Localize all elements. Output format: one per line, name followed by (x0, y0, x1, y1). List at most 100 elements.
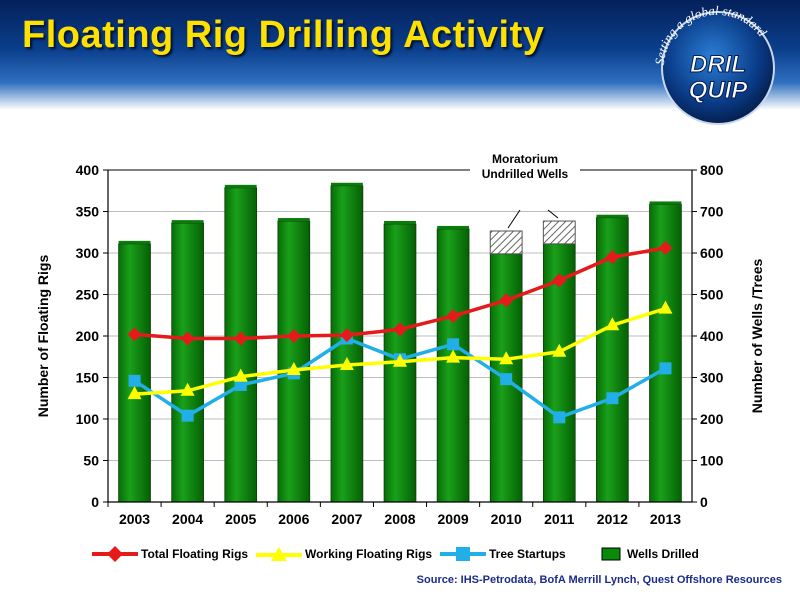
y2-tick-label: 500 (700, 287, 724, 303)
y2-tick-label: 100 (700, 453, 724, 469)
bar-top-edge (596, 214, 629, 218)
point-tree-startups (447, 338, 460, 351)
bar-moratorium-undrilled (489, 230, 523, 255)
bar-top-edge (277, 218, 310, 222)
point-working-floating-rigs (658, 300, 673, 314)
point-total-floating-rigs (393, 322, 407, 337)
chart-legend: Total Floating Rigs Working Floating Rig… (0, 542, 800, 566)
point-working-floating-rigs (446, 349, 461, 363)
x-tick-label: 2004 (172, 511, 203, 527)
point-tree-startups (234, 378, 247, 391)
point-working-floating-rigs (286, 362, 301, 376)
logo-line2: QUIP (689, 77, 749, 104)
point-working-floating-rigs (233, 368, 248, 382)
point-working-floating-rigs (393, 353, 407, 367)
y2-tick-label: 300 (700, 370, 724, 386)
bar-top-edge (224, 184, 257, 188)
point-tree-startups (128, 374, 141, 387)
legend-label: Working Floating Rigs (305, 547, 433, 561)
moratorium-annotation: Moratorium Undrilled Wells (470, 152, 580, 182)
x-tick-label: 2013 (650, 511, 681, 527)
y-tick-label: 50 (83, 453, 99, 469)
legend-label: Wells Drilled (627, 547, 699, 561)
y-tick-label: 350 (76, 204, 100, 220)
y2-tick-label: 600 (700, 245, 724, 261)
legend-tree-startups: Tree Startups (440, 542, 566, 566)
annotation-connector (507, 209, 521, 229)
annotation-line1: Moratorium (492, 152, 558, 166)
bar-moratorium-undrilled (542, 220, 576, 245)
header-banner: Floating Rig Drilling Activity Setting a… (0, 0, 800, 125)
bar-top-edge (384, 220, 416, 224)
y-tick-label: 250 (76, 287, 100, 303)
x-tick-label: 2008 (384, 511, 415, 527)
legend-label: Total Floating Rigs (141, 547, 249, 561)
legend-line-marker-triangle (256, 547, 302, 561)
bar-top-edge (330, 182, 363, 186)
legend-wells-drilled: Wells Drilled (600, 542, 699, 566)
point-working-floating-rigs (552, 343, 567, 357)
point-total-floating-rigs (180, 331, 195, 346)
bar-wells-drilled (596, 217, 629, 503)
logo-line1: DRIL (690, 51, 746, 78)
y2-tick-label: 0 (700, 494, 708, 510)
point-tree-startups (181, 409, 194, 422)
point-total-floating-rigs (499, 293, 514, 308)
source-note: Source: IHS-Petrodata, BofA Merrill Lync… (416, 574, 782, 586)
point-total-floating-rigs (233, 331, 248, 346)
x-tick-label: 2011 (544, 511, 575, 527)
page-title: Floating Rig Drilling Activity (22, 14, 545, 56)
point-tree-startups (659, 362, 672, 375)
point-tree-startups (606, 392, 619, 405)
x-tick-label: 2010 (491, 511, 522, 527)
y2-axis-title: Number of Wells /Trees (749, 259, 765, 414)
annotation-connector (547, 209, 559, 219)
bar-wells-drilled (277, 220, 311, 503)
bar-wells-drilled (436, 228, 470, 503)
point-tree-startups (553, 411, 566, 424)
y2-tick-label: 800 (700, 162, 724, 178)
dril-quip-logo: Setting a global standard DRIL QUIP (652, 3, 775, 125)
bar-wells-drilled (118, 243, 151, 503)
y2-tick-label: 400 (700, 328, 724, 344)
point-total-floating-rigs (446, 309, 461, 324)
chart-area: 0 50 100 150 200 250 300 350 400 0 100 200 300 400 500… (35, 162, 765, 527)
bar-top-edge (649, 201, 682, 205)
y-tick-label: 300 (76, 245, 100, 261)
bar-top-edge (437, 225, 470, 229)
point-total-floating-rigs (339, 328, 354, 343)
point-total-floating-rigs (605, 250, 620, 265)
annotation-line2: Undrilled Wells (481, 167, 569, 181)
bar-wells-drilled (171, 222, 204, 503)
x-tick-label: 2009 (438, 511, 469, 527)
point-total-floating-rigs (552, 273, 567, 288)
x-tick-label: 2007 (331, 511, 362, 527)
y-tick-label: 150 (76, 370, 100, 386)
legend-line-marker-square (440, 547, 486, 561)
point-working-floating-rigs (499, 351, 514, 365)
point-working-floating-rigs (127, 386, 142, 400)
legend-total-floating-rigs: Total Floating Rigs (92, 542, 248, 566)
y-tick-label: 100 (76, 411, 100, 427)
bar-top-edge (171, 220, 204, 224)
point-tree-startups (500, 373, 513, 386)
point-working-floating-rigs (180, 382, 195, 396)
legend-label: Tree Startups (489, 547, 566, 561)
y-tick-label: 200 (76, 328, 100, 344)
y-tick-label: 400 (76, 162, 100, 178)
legend-line-marker-diamond (92, 546, 138, 562)
point-total-floating-rigs (286, 329, 301, 343)
point-working-floating-rigs (605, 317, 620, 331)
y2-tick-label: 200 (700, 411, 724, 427)
y-axis-title: Number of Floating Rigs (35, 255, 51, 418)
point-total-floating-rigs (127, 327, 142, 342)
point-total-floating-rigs (658, 241, 673, 256)
legend-bar-swatch (601, 547, 621, 561)
x-tick-label: 2005 (225, 511, 256, 527)
bar-top-edge (118, 240, 151, 244)
x-tick-label: 2006 (278, 511, 309, 527)
x-tick-label: 2003 (119, 511, 150, 527)
x-tick-label: 2012 (597, 511, 628, 527)
point-working-floating-rigs (339, 357, 354, 371)
y2-tick-label: 700 (700, 204, 724, 220)
